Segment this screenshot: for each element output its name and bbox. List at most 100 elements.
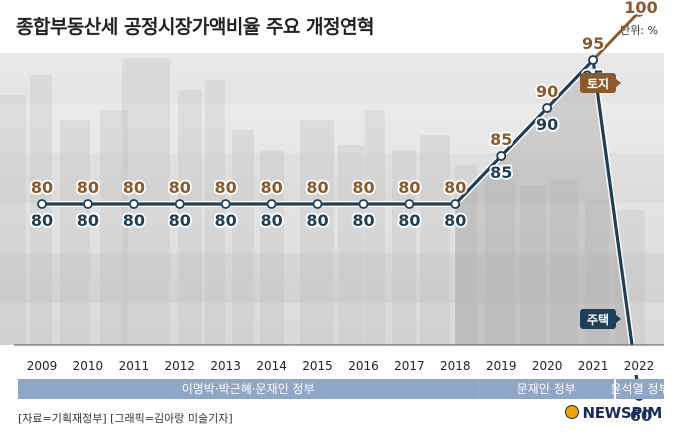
land-value-label: 95 [582, 34, 604, 53]
logo-text: NEWSPIM [582, 404, 662, 422]
government-bar [616, 379, 664, 399]
land-series-tag-box [580, 73, 616, 93]
housing-series-tag: 주택 [580, 309, 616, 329]
government-label: 문재인 정부 [517, 382, 576, 396]
unit-label: 단위: % [620, 24, 658, 37]
background-band [0, 303, 664, 345]
background-band [0, 203, 664, 253]
land-point [634, 7, 644, 17]
x-tick-label: 2012 [164, 359, 195, 373]
x-tick-label: 2017 [394, 359, 425, 373]
land-value-label: 80 [306, 178, 328, 197]
background-building [550, 180, 578, 345]
housing-value-label: 85 [490, 163, 512, 182]
x-tick-label: 2022 [624, 359, 655, 373]
housing-value-label: 80 [77, 211, 99, 230]
logo-icon [565, 405, 580, 419]
land-tag-pointer [616, 79, 621, 87]
x-tick-label: 2014 [256, 359, 287, 373]
housing-value-label: 80 [169, 211, 191, 230]
land-value-label: 80 [215, 178, 237, 197]
housing-value-label: 80 [352, 211, 374, 230]
x-tick-label: 2013 [210, 359, 241, 373]
housing-point [266, 199, 277, 209]
x-tick-label: 2019 [486, 359, 517, 373]
source-note: [자료=기획재정부] [그래픽=김아랑 미술기자] [18, 412, 233, 425]
series-lines [42, 10, 642, 397]
housing-value-label: 80 [306, 211, 328, 230]
land-value-label: 80 [260, 178, 282, 197]
housing-point [312, 199, 323, 209]
housing-point [37, 199, 47, 209]
land-value-label: 80 [352, 178, 374, 197]
axis-background [0, 345, 680, 375]
housing-value-label: 80 [123, 211, 145, 230]
background-building [205, 80, 225, 345]
data-points [37, 7, 644, 401]
housing-value-label: 80 [260, 211, 282, 230]
background-building [260, 150, 284, 345]
housing-series-tag-text: 주택 [587, 312, 609, 327]
background-building [30, 75, 52, 345]
x-axis: 2009 2010 2011 2012 2013 2014 2015 2016 2017 2018… [0, 344, 680, 375]
background-building [365, 110, 385, 345]
land-value-label: 80 [169, 178, 191, 197]
background-band [0, 103, 664, 153]
housing-point [174, 199, 185, 209]
housing-point [83, 199, 93, 209]
background-building [520, 185, 546, 345]
housing-tag-pointer [616, 315, 621, 323]
background-building [392, 150, 416, 345]
housing-point [220, 199, 231, 209]
government-bars: 이명박·박근혜·문재인 정부 문재인 정부 윤석열 정부 [18, 379, 670, 399]
background-building [300, 120, 334, 345]
background-building [232, 130, 254, 345]
government-label: 윤석열 정부 [611, 382, 670, 396]
x-tick-label: 2016 [348, 359, 379, 373]
x-tick-label: 2018 [440, 359, 471, 373]
housing-value-label: 60 [630, 406, 652, 425]
housing-value-label: 80 [444, 211, 466, 230]
land-value-label: 80 [77, 178, 99, 197]
housing-point [542, 103, 553, 113]
government-bar [18, 379, 479, 399]
x-tick-label: 2021 [578, 359, 609, 373]
land-series-tag-text: 토지 [587, 76, 609, 91]
housing-value-label: 80 [31, 211, 53, 230]
government-bar [478, 379, 615, 399]
land-value-label: 80 [31, 178, 53, 197]
background-building [455, 165, 477, 345]
housing-point [588, 55, 598, 65]
x-tick-label: 2020 [532, 359, 563, 373]
housing-point [358, 199, 369, 209]
x-tick-label: 2010 [73, 359, 104, 373]
land-value-label: 80 [444, 178, 466, 197]
background-building [0, 95, 26, 345]
data-labels: 80 80 80 80 80 80 80 80 80 80 85 90 95 100 80 80 80 80 80 8… [29, 0, 659, 427]
land-value-label: 80 [123, 178, 145, 197]
newspim-logo: NEWSPIM [565, 404, 662, 422]
land-value-label: 100 [624, 0, 657, 17]
housing-value-label: 80 [398, 211, 420, 230]
land-value-label: 90 [536, 82, 558, 101]
background-building [100, 110, 128, 345]
x-tick-label: 2015 [302, 359, 333, 373]
background-building [485, 175, 515, 345]
background-building [420, 135, 450, 345]
housing-point [450, 199, 461, 209]
housing-point [404, 199, 415, 209]
government-label: 이명박·박근혜·문재인 정부 [182, 382, 315, 396]
housing-value-label: 90 [536, 115, 558, 134]
housing-series-tag-box [580, 309, 616, 329]
background-building [338, 145, 364, 345]
land-series-tag: 토지 [580, 73, 616, 93]
land-value-label: 85 [490, 130, 512, 149]
background-building [178, 90, 202, 345]
housing-point [128, 199, 139, 209]
housing-value-label: 80 [215, 211, 237, 230]
chart-title: 종합부동산세 공정시장가액비율 주요 개정연혁 [16, 16, 374, 38]
housing-point [496, 151, 507, 161]
